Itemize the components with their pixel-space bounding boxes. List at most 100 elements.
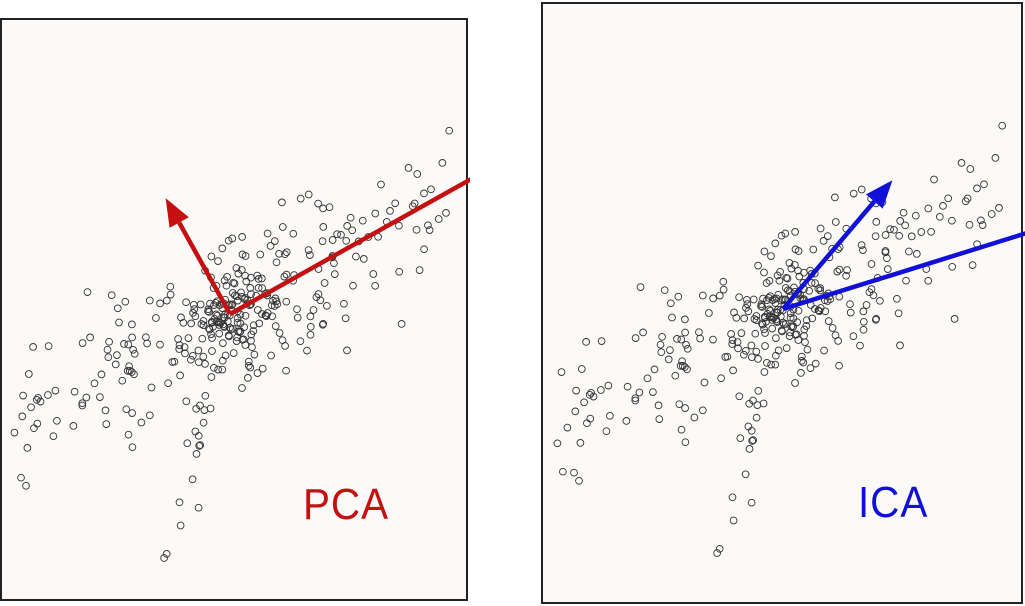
- data-point: [631, 334, 640, 342]
- data-point: [883, 254, 891, 263]
- data-point: [219, 339, 227, 347]
- data-point: [233, 296, 242, 305]
- data-point: [272, 297, 281, 306]
- data-point: [214, 365, 222, 374]
- data-point: [282, 366, 290, 375]
- data-point: [881, 247, 890, 255]
- data-point: [767, 252, 775, 260]
- data-point: [842, 271, 850, 280]
- data-point: [774, 290, 783, 299]
- data-point: [749, 436, 758, 444]
- data-point: [643, 374, 652, 383]
- data-point: [759, 294, 767, 303]
- data-point: [258, 284, 266, 292]
- data-point: [241, 271, 249, 280]
- data-point: [325, 203, 334, 212]
- data-point: [834, 337, 842, 345]
- data-point: [306, 330, 315, 339]
- data-point: [912, 250, 921, 258]
- data-point: [709, 335, 717, 344]
- data-point: [225, 332, 233, 341]
- data-point: [676, 362, 685, 370]
- data-point: [105, 337, 113, 346]
- pca-title: PCA: [303, 480, 390, 529]
- data-point: [675, 400, 684, 409]
- data-point: [758, 319, 766, 328]
- data-point: [188, 475, 197, 484]
- data-point: [747, 426, 756, 435]
- data-point: [208, 347, 216, 355]
- data-point: [318, 237, 327, 246]
- data-point: [207, 373, 216, 381]
- data-point: [768, 296, 777, 305]
- data-point: [215, 329, 224, 338]
- data-point: [32, 395, 41, 404]
- data-point: [189, 300, 198, 309]
- data-point: [27, 403, 35, 412]
- data-point: [587, 388, 595, 397]
- data-point: [695, 328, 703, 337]
- data-point: [876, 296, 884, 305]
- data-point: [249, 327, 258, 335]
- data-point: [190, 305, 199, 313]
- data-point: [34, 393, 42, 402]
- data-point: [782, 273, 791, 282]
- data-point: [182, 298, 190, 307]
- data-point: [200, 406, 209, 414]
- data-point: [754, 386, 763, 395]
- data-point: [340, 299, 348, 308]
- data-point: [814, 284, 823, 293]
- data-point: [83, 288, 92, 296]
- data-point: [811, 305, 819, 313]
- ica-scatter-plot: [553, 121, 1025, 557]
- data-point: [635, 388, 644, 397]
- data-point: [103, 345, 112, 354]
- data-point: [872, 218, 881, 226]
- data-point: [270, 237, 279, 245]
- data-point: [797, 369, 805, 377]
- data-point: [801, 338, 809, 347]
- data-point: [664, 355, 673, 364]
- data-point: [995, 204, 1003, 212]
- data-point: [690, 413, 699, 422]
- data-point: [894, 309, 903, 318]
- data-point: [69, 422, 78, 430]
- data-point: [705, 309, 713, 317]
- data-point: [359, 255, 368, 263]
- data-point: [683, 365, 691, 374]
- data-point: [802, 322, 811, 330]
- data-point: [142, 333, 150, 342]
- data-point: [319, 204, 327, 213]
- data-point: [783, 274, 792, 283]
- data-point: [859, 317, 868, 326]
- data-point: [781, 229, 790, 238]
- data-point: [425, 226, 434, 234]
- data-point: [199, 317, 208, 325]
- data-point: [754, 261, 762, 270]
- data-point: [306, 251, 314, 259]
- data-point: [815, 307, 824, 316]
- data-point: [306, 312, 315, 321]
- data-point: [187, 319, 196, 328]
- data-point: [899, 208, 908, 217]
- data-point: [176, 371, 184, 380]
- data-point: [343, 222, 352, 230]
- data-point: [743, 300, 752, 308]
- data-point: [748, 437, 757, 445]
- data-point: [349, 281, 357, 290]
- data-point: [438, 159, 447, 167]
- data-point: [650, 365, 659, 374]
- data-point: [859, 325, 868, 334]
- data-point: [237, 266, 246, 274]
- data-point: [747, 498, 756, 507]
- data-point: [320, 279, 329, 287]
- data-point: [572, 386, 580, 395]
- data-point: [420, 245, 428, 254]
- data-point: [29, 343, 37, 351]
- data-point: [846, 300, 854, 309]
- data-point: [244, 361, 253, 370]
- data-point: [896, 217, 905, 225]
- data-point: [785, 332, 794, 340]
- data-point: [859, 307, 868, 316]
- data-point: [228, 234, 237, 243]
